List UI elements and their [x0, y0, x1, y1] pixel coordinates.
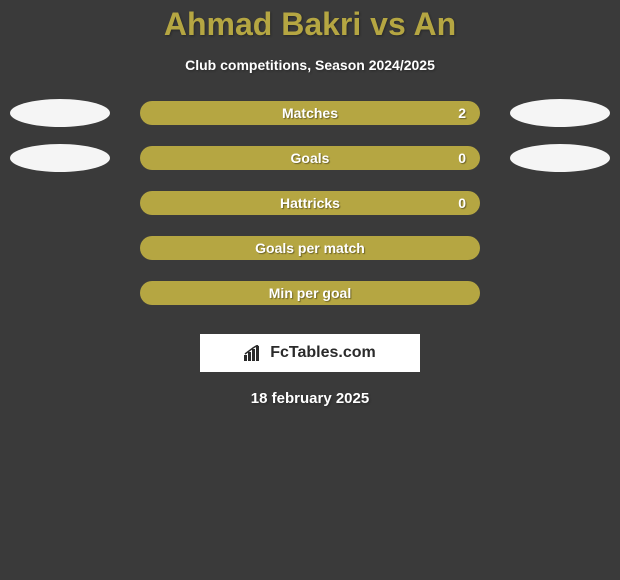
logo-label: FcTables.com [270, 344, 376, 362]
player-avatar-right [510, 99, 610, 127]
stat-row: Hattricks 0 [0, 191, 620, 215]
stat-bar: Matches 2 [140, 101, 480, 125]
stat-row: Goals per match [0, 236, 620, 260]
player-avatar-left [10, 99, 110, 127]
stat-bar: Min per goal [140, 281, 480, 305]
logo-text: FcTables.com [244, 344, 376, 362]
stat-label: Goals per match [255, 240, 365, 256]
page-title: Ahmad Bakri vs An [164, 6, 456, 43]
stat-label: Min per goal [269, 285, 351, 301]
player-avatar-left [10, 144, 110, 172]
stat-bar: Goals 0 [140, 146, 480, 170]
chart-icon [244, 345, 264, 361]
page-subtitle: Club competitions, Season 2024/2025 [185, 57, 435, 73]
stat-bar: Goals per match [140, 236, 480, 260]
stat-label: Goals [291, 150, 330, 166]
stat-row: Goals 0 [0, 146, 620, 170]
stat-value: 2 [458, 105, 466, 121]
stat-row: Matches 2 [0, 101, 620, 125]
stat-bar: Hattricks 0 [140, 191, 480, 215]
date-text: 18 february 2025 [251, 390, 369, 407]
player-avatar-right [510, 144, 610, 172]
stat-value: 0 [458, 195, 466, 211]
logo-box: FcTables.com [200, 334, 420, 372]
stat-label: Hattricks [280, 195, 340, 211]
stat-value: 0 [458, 150, 466, 166]
stat-row: Min per goal [0, 281, 620, 305]
stat-label: Matches [282, 105, 338, 121]
